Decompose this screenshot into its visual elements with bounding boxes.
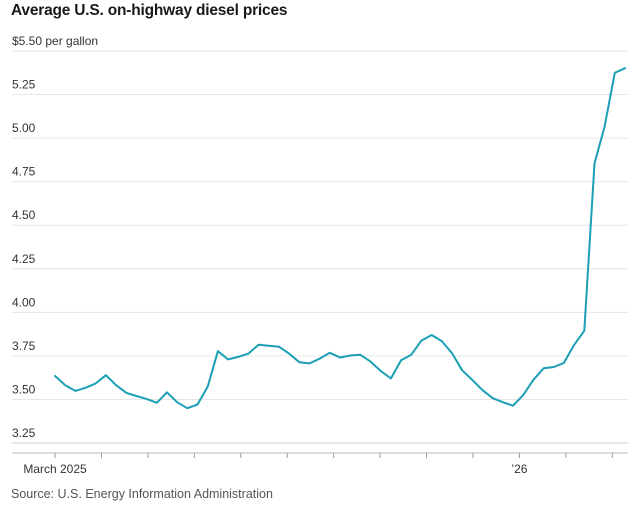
y-tick-label: 5.00 (12, 121, 36, 135)
y-tick-label: 4.25 (12, 252, 36, 266)
chart-title: Average U.S. on-highway diesel prices (11, 2, 288, 19)
series-line (54, 67, 626, 410)
x-axis: March 2025 ’26 (12, 452, 628, 476)
y-tick-label: $5.50 per gallon (12, 34, 98, 48)
y-axis-labels: $5.50 per gallon 5.25 5.00 4.75 4.50 4.25 4.00… (12, 34, 98, 440)
y-tick-label: 5.25 (12, 78, 36, 92)
series-layer (54, 67, 626, 410)
y-tick-label: 4.75 (12, 165, 36, 179)
y-tick-label: 3.25 (12, 426, 36, 440)
source-note: Source: U.S. Energy Information Administ… (11, 487, 273, 501)
y-tick-label: 3.75 (12, 339, 36, 353)
y-tick-label: 3.50 (12, 382, 36, 396)
x-tick-label: ’26 (511, 462, 527, 476)
gridlines (12, 50, 628, 444)
x-tick-label: March 2025 (23, 462, 87, 476)
y-tick-label: 4.00 (12, 295, 36, 309)
y-tick-label: 4.50 (12, 208, 36, 222)
